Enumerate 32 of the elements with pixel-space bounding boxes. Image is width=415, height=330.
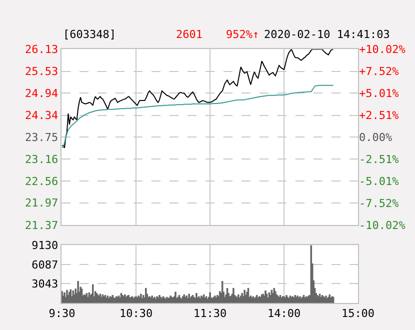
x-tick-label: 15:00 [341,307,375,320]
y-tick-label: 22.56 [24,174,58,188]
x-tick-label: 11:30 [193,307,227,320]
y-tick-label: 6087 [32,258,58,272]
line-series [62,84,334,148]
y-tick-label: 9130 [32,239,58,252]
text: 2601 [176,28,202,41]
y-tick-label: 24.34 [24,109,58,122]
x-tick-label: 14:00 [267,307,301,320]
y2-tick-label: -7.52% [359,196,400,210]
y-tick-label: 3043 [32,277,58,290]
y2-tick-label: -5.01% [359,174,400,188]
y2-tick-label: +10.02% [359,43,406,56]
y2-tick-label: +7.52% [359,65,400,78]
y2-tick-label: -10.02% [359,218,406,232]
x-tick-label: 9:30 [48,307,76,320]
y-tick-label: 26.13 [24,43,58,56]
y2-tick-label: -2.51% [359,152,400,166]
y-tick-label: 25.53 [24,65,58,78]
x-tick-label: 10:30 [119,307,153,320]
y2-tick-label: 0.00% [359,130,392,144]
y-tick-label: 21.97 [24,196,58,210]
text: 952%↑ [226,28,260,41]
chart-title: [603348] [63,28,116,41]
y-tick-label: 24.94 [24,87,58,100]
y-tick-label: 23.75 [24,130,58,144]
y2-tick-label: +2.51% [359,108,400,122]
text: 2020-02-10 14:41:03 [264,28,390,41]
y-tick-label: 23.16 [24,152,58,166]
line-series [62,49,334,148]
y-tick-label: 21.37 [24,218,58,232]
y2-tick-label: +5.01% [359,87,400,100]
